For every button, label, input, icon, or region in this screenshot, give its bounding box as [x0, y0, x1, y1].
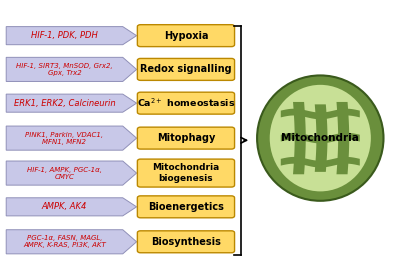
- Polygon shape: [281, 109, 360, 119]
- FancyBboxPatch shape: [137, 58, 234, 80]
- Text: Hypoxia: Hypoxia: [164, 31, 208, 41]
- Polygon shape: [6, 198, 136, 216]
- FancyBboxPatch shape: [137, 159, 234, 187]
- Text: Mitochondria: Mitochondria: [281, 133, 359, 143]
- Ellipse shape: [270, 85, 371, 192]
- Polygon shape: [315, 104, 328, 172]
- Text: Ca$^{2+}$ homeostasis: Ca$^{2+}$ homeostasis: [137, 97, 235, 109]
- Text: PINK1, Parkin, VDAC1,
MFN1, MFN2: PINK1, Parkin, VDAC1, MFN1, MFN2: [26, 132, 104, 145]
- Polygon shape: [6, 230, 136, 254]
- Text: Bioenergetics: Bioenergetics: [148, 202, 224, 212]
- Text: Redox signalling: Redox signalling: [140, 64, 232, 75]
- Polygon shape: [6, 57, 136, 82]
- FancyBboxPatch shape: [137, 127, 234, 149]
- Polygon shape: [336, 102, 349, 174]
- Polygon shape: [281, 157, 360, 168]
- Polygon shape: [6, 94, 136, 112]
- Text: ERK1, ERK2, Calcineurin: ERK1, ERK2, Calcineurin: [14, 99, 115, 108]
- FancyBboxPatch shape: [137, 25, 234, 47]
- Text: AMPK, AK4: AMPK, AK4: [42, 202, 87, 211]
- Text: PGC-1α, FASN, MAGL,
AMPK, K-RAS, PI3K, AKT: PGC-1α, FASN, MAGL, AMPK, K-RAS, PI3K, A…: [23, 235, 106, 248]
- Polygon shape: [293, 102, 306, 174]
- FancyBboxPatch shape: [137, 231, 234, 253]
- Ellipse shape: [257, 75, 384, 201]
- FancyBboxPatch shape: [137, 196, 234, 218]
- Text: HIF-1, PDK, PDH: HIF-1, PDK, PDH: [31, 31, 98, 40]
- Text: Mitochondria
biogenesis: Mitochondria biogenesis: [152, 163, 220, 183]
- Text: HIF-1, SIRT3, MnSOD, Grx2,
Gpx, Trx2: HIF-1, SIRT3, MnSOD, Grx2, Gpx, Trx2: [16, 63, 113, 76]
- Polygon shape: [6, 161, 136, 185]
- Text: HIF-1, AMPK, PGC-1α,
CMYC: HIF-1, AMPK, PGC-1α, CMYC: [27, 167, 102, 180]
- Text: Biosynthesis: Biosynthesis: [151, 237, 221, 247]
- Polygon shape: [281, 133, 360, 143]
- Polygon shape: [6, 27, 136, 45]
- Text: Mitophagy: Mitophagy: [157, 133, 215, 143]
- Polygon shape: [6, 126, 136, 150]
- FancyBboxPatch shape: [137, 92, 234, 114]
